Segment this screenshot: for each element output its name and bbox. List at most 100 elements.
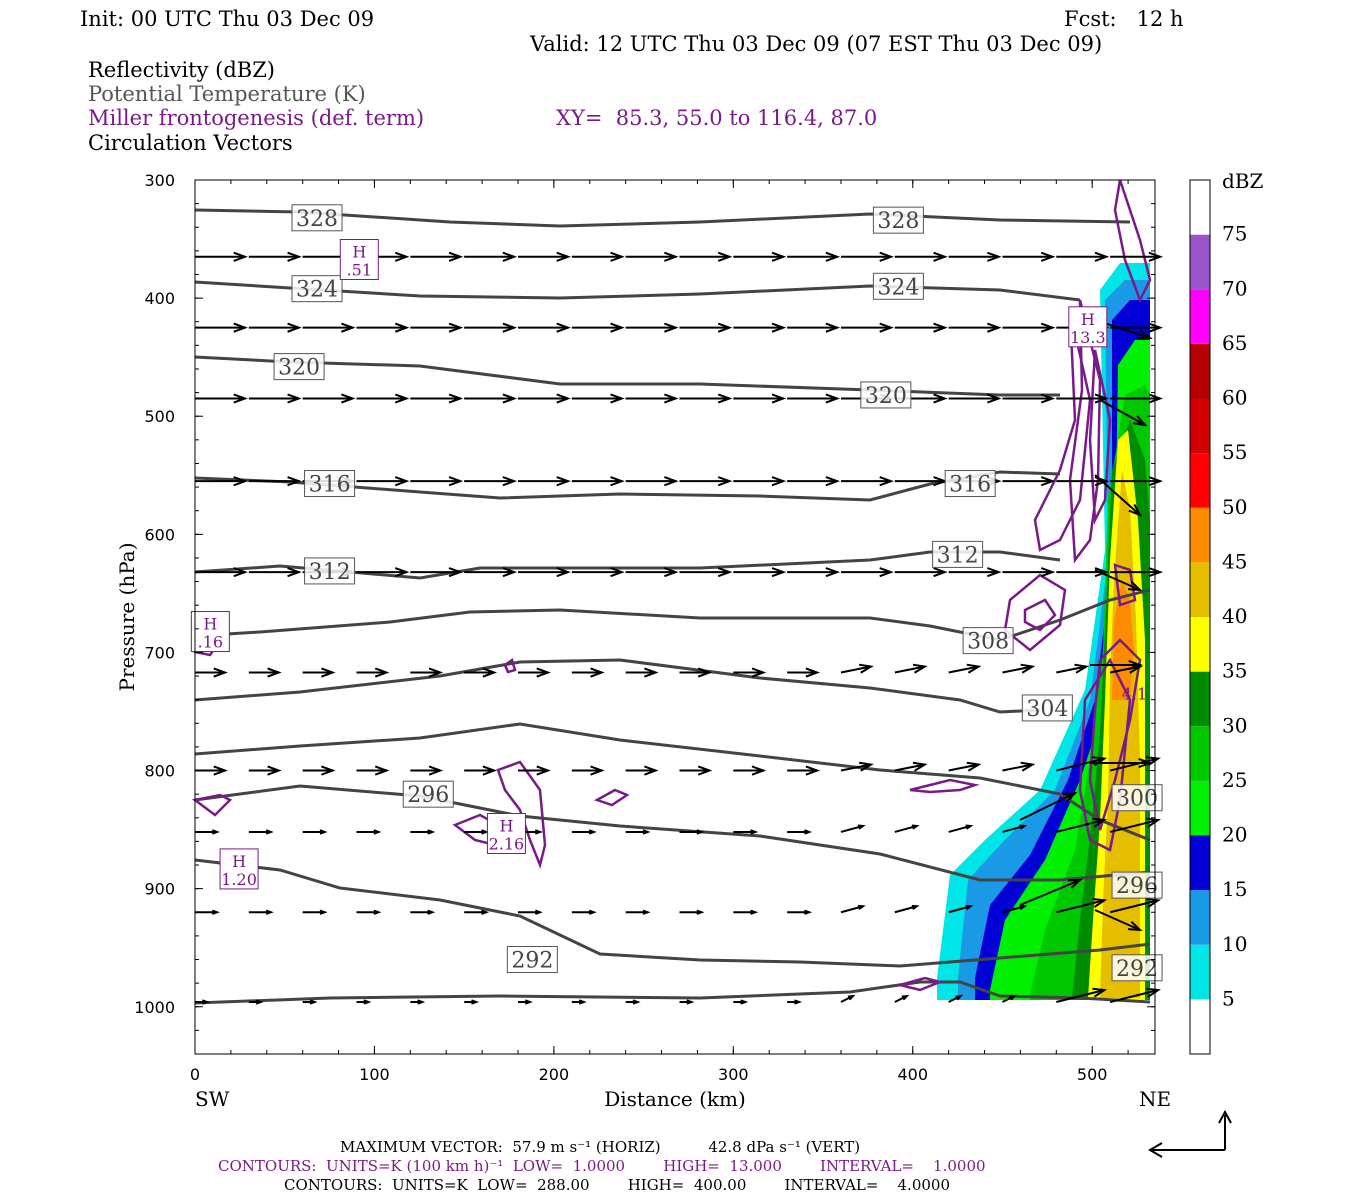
circulation-vector [1110,393,1164,404]
circulation-vector [787,393,841,404]
circulation-vector [1056,251,1110,262]
fronto-contour-5 [1113,179,1152,304]
vector-head [1132,415,1148,427]
circulation-vector [302,667,336,678]
theta-contour-10 [194,980,1151,1005]
circulation-vector [625,476,679,487]
circulation-vector [410,999,426,1005]
circulation-vector [894,761,928,772]
reference-vector-icon [1148,1109,1232,1158]
vector-head [428,765,444,776]
colorbar-swatch [1190,944,1210,1000]
vector-shaft [894,824,918,833]
circulation-vector [894,322,948,333]
colorbar-label: 15 [1222,877,1247,901]
y-tick-label: 900 [144,880,175,899]
vector-head [610,393,625,404]
y-tick-label: 700 [144,643,175,662]
vector-head [481,829,490,835]
theta-label-box [304,470,356,498]
vector-shaft [1094,474,1141,516]
circulation-vector [948,904,974,914]
circulation-vector [733,393,787,404]
vector-head [1020,663,1036,674]
theta-label: 328 [291,204,343,232]
circulation-vector [733,999,749,1005]
vector-head [534,909,543,915]
vector-head [664,476,679,487]
vector-head [502,476,518,487]
circulation-vector [195,322,248,333]
vector-head [482,667,498,678]
vector-head [697,765,713,776]
theta-label-text: 304 [1026,697,1068,722]
circulation-vector [517,393,571,404]
vector-head [1127,920,1143,932]
colorbar-frame [1189,179,1211,1055]
fronto-contour-16 [1113,563,1137,607]
vector-head [955,994,964,1001]
theta-contour-2 [194,355,1060,397]
vector-head [233,476,248,487]
vector-head [1074,663,1090,674]
circulation-vector [894,994,910,1003]
circulation-vector [410,667,444,678]
vector-head [632,999,641,1005]
vector-shaft [1002,905,1025,914]
vector-shaft [1019,792,1076,821]
circulation-vector [195,476,248,487]
vector-head [664,393,679,404]
circulation-vector [410,829,436,835]
circulation-vector [1110,567,1164,578]
circulation-vector [517,476,571,487]
vector-shaft [1056,665,1087,674]
circulation-vector [410,909,436,915]
circulation-vector [1002,476,1056,487]
circulation-vector [195,393,248,404]
theta-contour-note: CONTOURS: UNITS=K LOW= 288.00 HIGH= 400.… [284,1176,950,1194]
field-frontogenesis: Miller frontogenesis (def. term) [88,106,425,130]
vector-head [233,322,248,333]
circulation-vector [840,824,866,833]
vector-head [374,765,390,776]
field-vectors: Circulation Vectors [88,131,293,155]
fronto-max-box [1068,306,1108,348]
circulation-vector [948,761,982,772]
fronto-max-letter: H [1081,310,1095,329]
vector-head [287,322,302,333]
vector-shaft [894,665,926,674]
circulation-vector [195,999,210,1005]
vector-head [771,251,787,262]
circulation-vector [571,567,625,578]
vector-head [987,567,1002,578]
circulation-vector [840,251,894,262]
x-tick-label: 100 [359,1065,390,1084]
vector-head [965,904,974,910]
fronto-max-value: 2.16 [489,835,525,854]
vector-head [1062,791,1078,803]
vector-head [933,393,948,404]
vector-head [556,567,571,578]
circulation-vector [571,909,597,915]
circulation-vector [410,322,464,333]
theta-label-box [402,780,454,808]
vector-shaft [1056,818,1105,833]
plot-frame [194,179,1156,1055]
circulation-vector [679,251,733,262]
circulation-vector [948,824,974,833]
vector-head [321,765,336,776]
circulation-vector [356,476,410,487]
circulation-vector [1094,569,1143,592]
circulation-vector [787,765,821,776]
circulation-vector [1056,393,1110,404]
vector-head [319,909,328,915]
circulation-vector [571,322,625,333]
circulation-vector [464,765,498,776]
circulation-vector [517,322,571,333]
fronto-max-label: H1.20 [219,848,259,890]
vector-head [1148,567,1164,578]
vector-head [610,567,625,578]
vector-head [987,393,1002,404]
theta-label-text: 320 [278,356,320,381]
y-tick-label: 500 [144,407,175,426]
